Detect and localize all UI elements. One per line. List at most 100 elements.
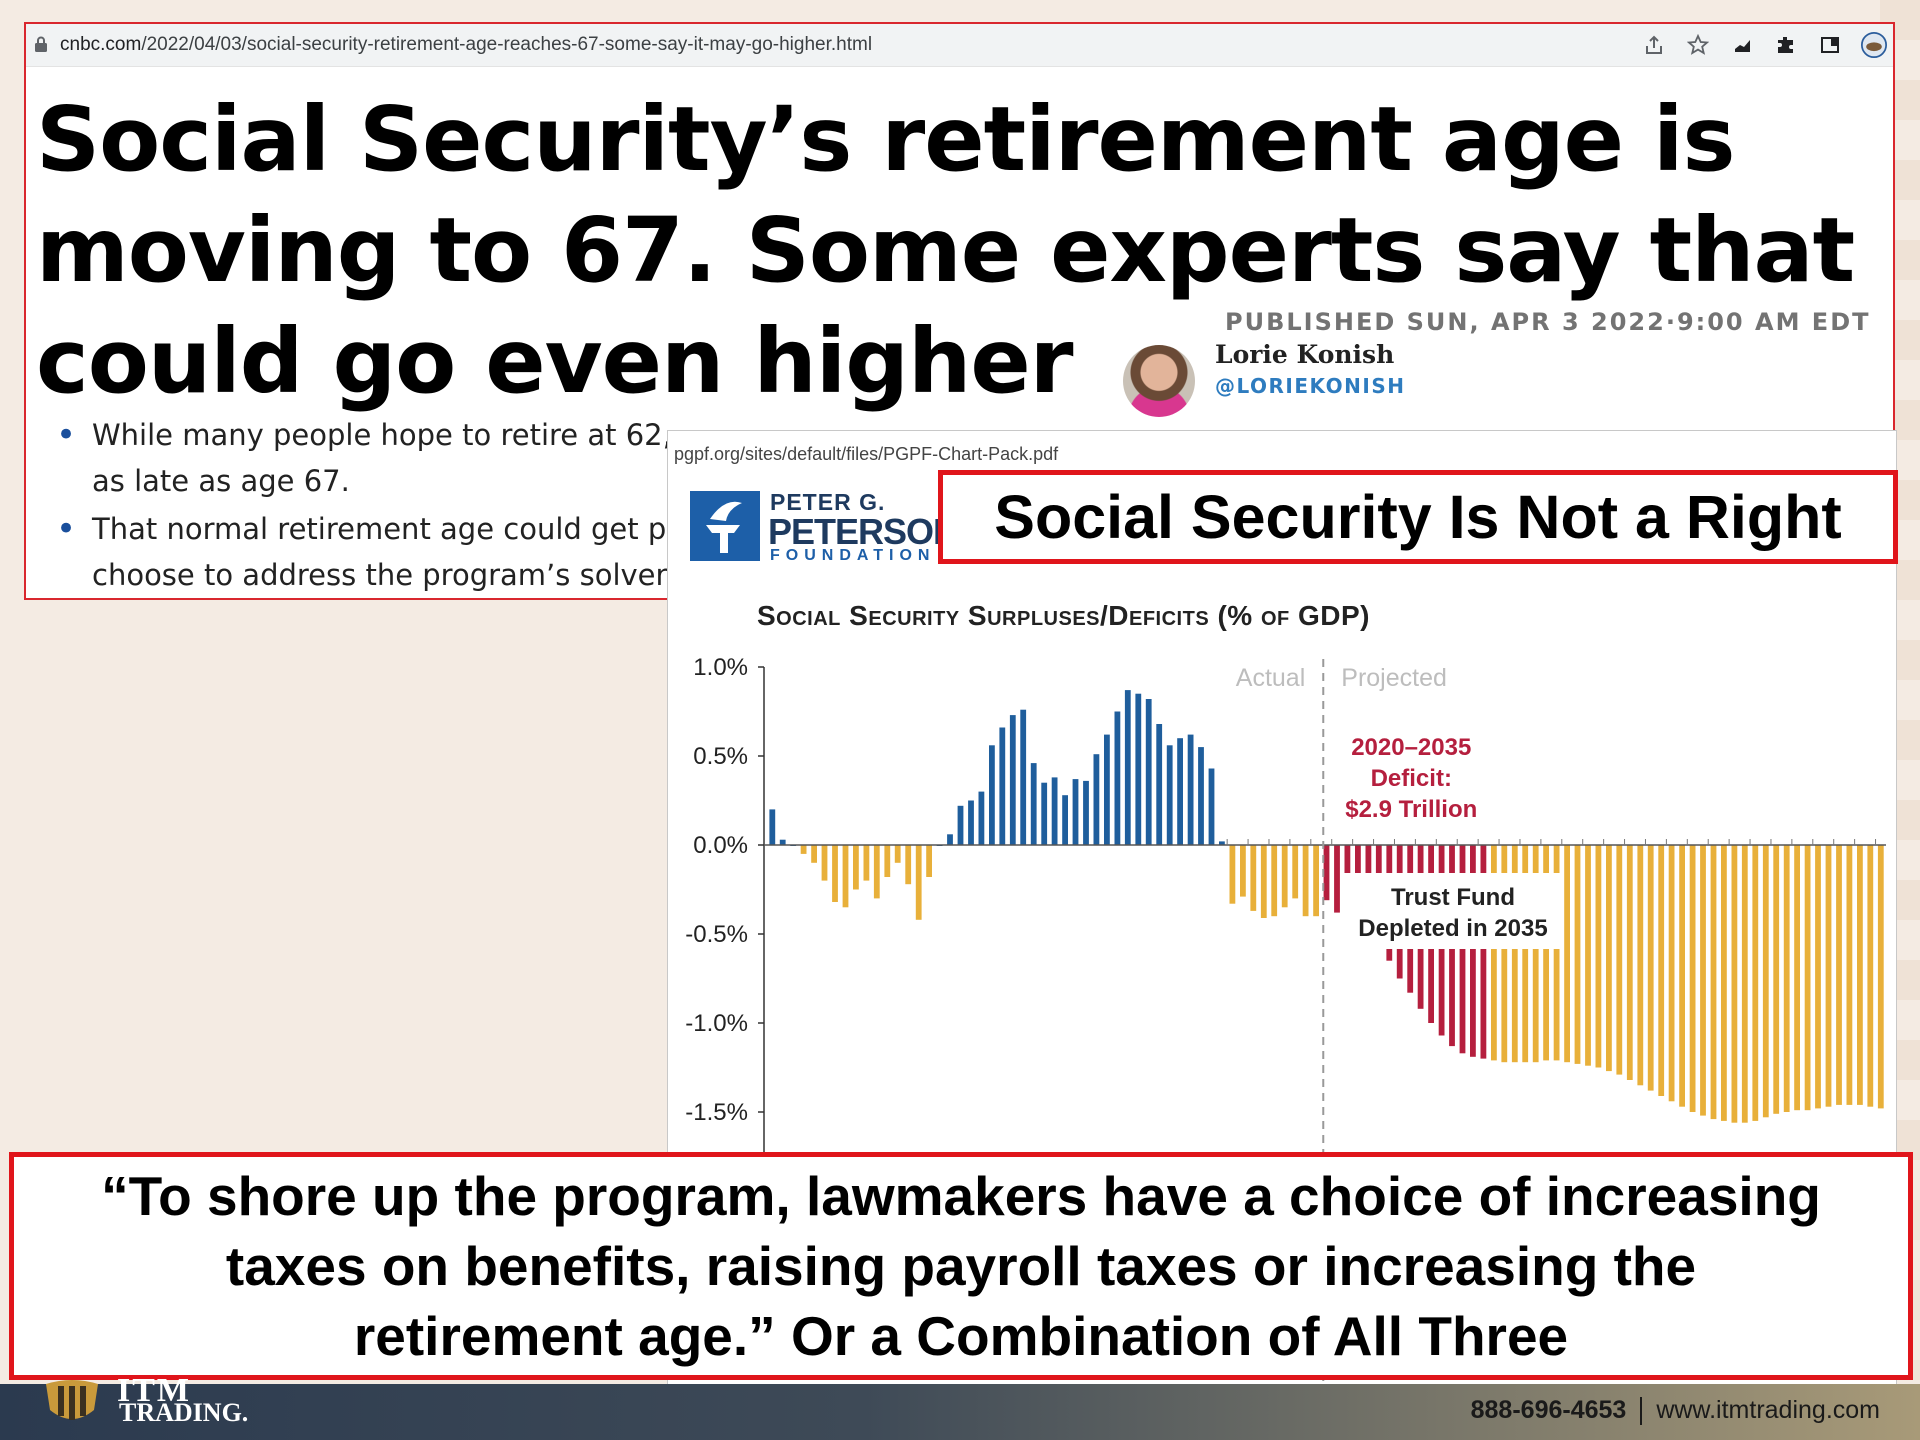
- chart-bar: [832, 845, 838, 902]
- chart-bar: [1574, 845, 1581, 1064]
- itm-pillar-logo-icon: [46, 1380, 98, 1420]
- website-link[interactable]: www.itmtrading.com: [1656, 1396, 1880, 1424]
- bookmark-star-icon[interactable]: [1685, 32, 1711, 58]
- chart-bar: [978, 791, 985, 845]
- chart-bar: [1313, 845, 1319, 917]
- chart-bar: [1250, 845, 1257, 911]
- chart-bar: [1208, 768, 1215, 845]
- chart-bar: [1626, 845, 1633, 1080]
- chart-bar: [1166, 745, 1173, 845]
- chart-bar: [779, 839, 786, 845]
- deficit-annotation: 2020–2035: [1351, 734, 1471, 761]
- pgpf-url[interactable]: pgpf.org/sites/default/files/PGPF-Chart-…: [674, 444, 1059, 464]
- chart-bar: [1564, 845, 1570, 1063]
- chart-bar: [1773, 845, 1780, 1114]
- actual-label: Actual: [1236, 664, 1305, 692]
- chart-bar: [1480, 845, 1487, 1059]
- author-avatar[interactable]: [1123, 345, 1195, 417]
- chart-bar: [1595, 845, 1602, 1068]
- key-point-line: as late as age 67.: [92, 464, 350, 498]
- extension-chart-icon[interactable]: [1729, 32, 1755, 58]
- trust-fund-annotation: Depleted in 2035: [1358, 915, 1547, 942]
- chart-bar: [1177, 738, 1183, 845]
- chart-bar: [1658, 845, 1665, 1096]
- y-tick-label: 0.0%: [693, 832, 748, 859]
- deficit-annotation: $2.9 Trillion: [1345, 796, 1477, 823]
- chart-bar: [915, 845, 922, 920]
- chart-bar: [1281, 845, 1288, 908]
- chart-bar: [1731, 845, 1738, 1123]
- chart-bar: [1815, 845, 1821, 1109]
- chart-bar: [800, 845, 807, 854]
- chart-bar: [1543, 845, 1549, 1061]
- headline-line-3: could go even higher: [36, 309, 1074, 413]
- y-tick-label: 1.0%: [693, 654, 748, 681]
- sidepanel-icon[interactable]: [1817, 32, 1843, 58]
- key-point: That normal retirement age could get pu …: [42, 506, 1042, 598]
- logo-line-3: FOUNDATION: [770, 547, 936, 564]
- chart-bar: [926, 845, 932, 877]
- chart-bar: [1710, 845, 1717, 1120]
- chart-bar: [811, 845, 817, 863]
- chart-bar: [1721, 845, 1727, 1121]
- brand-itm: ITM: [117, 1372, 191, 1409]
- chart-bar: [1846, 845, 1853, 1105]
- chart-bar: [1637, 845, 1644, 1086]
- chart-bar: [863, 845, 870, 881]
- chart-bar: [1532, 845, 1539, 1063]
- y-tick-label: -1.0%: [685, 1010, 748, 1037]
- chart-bar: [1292, 845, 1299, 899]
- y-tick-label: -1.5%: [685, 1099, 748, 1126]
- chart-bar: [957, 805, 964, 845]
- chart-bar: [1020, 709, 1027, 845]
- chart-bar: [1616, 845, 1623, 1075]
- url-host: cnbc.com: [60, 34, 142, 55]
- trust-fund-annotation: Trust Fund: [1391, 884, 1515, 911]
- browser-address-bar[interactable]: cnbc.com/2022/04/03/social-security-reti…: [26, 24, 1893, 67]
- footer-divider: [1640, 1397, 1643, 1426]
- chart-bar: [1062, 795, 1068, 845]
- cnbc-article-panel: cnbc.com/2022/04/03/social-security-reti…: [24, 22, 1895, 600]
- headline-line-2: moving to 67. Some experts say that: [36, 198, 1855, 302]
- chart-bar: [1762, 845, 1769, 1118]
- extensions-puzzle-icon[interactable]: [1773, 32, 1799, 58]
- chart-bar: [1072, 779, 1079, 845]
- author-name[interactable]: Lorie Konish: [1215, 340, 1395, 369]
- chart-bar: [1198, 747, 1204, 845]
- chart-bar: [1606, 845, 1612, 1072]
- profile-avatar-icon[interactable]: [1861, 32, 1887, 58]
- chart-bar: [894, 845, 901, 863]
- chart-bar: [1491, 845, 1497, 1061]
- chart-bar: [1825, 845, 1832, 1107]
- chart-bar: [1470, 845, 1476, 1057]
- chart-bar: [842, 845, 849, 908]
- published-date: PUBLISHED SUN, APR 3 2022·9:00 AM EDT: [1225, 308, 1871, 336]
- chart-bar: [853, 845, 859, 890]
- chart-bar: [1794, 845, 1800, 1111]
- author-handle-link[interactable]: @LORIEKONISH: [1215, 374, 1406, 398]
- chart-bar: [1051, 777, 1058, 845]
- chart-title: Social Security Surpluses/Deficits (% of…: [757, 600, 1370, 631]
- article-headline: Social Security’s retirement age is movi…: [36, 84, 1893, 417]
- chart-bar: [1083, 780, 1089, 845]
- chart-bar: [1104, 734, 1110, 845]
- headline-line-1: Social Security’s retirement age is: [36, 87, 1736, 191]
- url-text[interactable]: cnbc.com/2022/04/03/social-security-reti…: [60, 34, 872, 56]
- chart-bar: [1522, 845, 1529, 1063]
- key-point-line: choose to address the program’s solven: [92, 558, 674, 592]
- chart-bar: [1867, 845, 1874, 1107]
- trust-fund-label-box: [1342, 873, 1564, 949]
- chart-bar: [1114, 711, 1121, 845]
- logo-line-1: PETER G.: [770, 489, 886, 515]
- phone-number[interactable]: 888-696-4653: [1470, 1396, 1627, 1424]
- quote-line: taxes on benefits, raising payroll taxes…: [225, 1235, 1697, 1297]
- callout-box: Social Security Is Not a Right: [938, 470, 1898, 564]
- chart-bar: [905, 845, 912, 885]
- y-tick-label: 0.5%: [693, 743, 748, 770]
- chart-bar: [1145, 699, 1152, 845]
- key-point-line: While many people hope to retire at 62,: [92, 418, 672, 452]
- chart-bar: [999, 727, 1006, 845]
- share-icon[interactable]: [1641, 32, 1667, 58]
- lock-icon: [35, 36, 47, 52]
- logo-line-2: PETERSON: [768, 511, 959, 552]
